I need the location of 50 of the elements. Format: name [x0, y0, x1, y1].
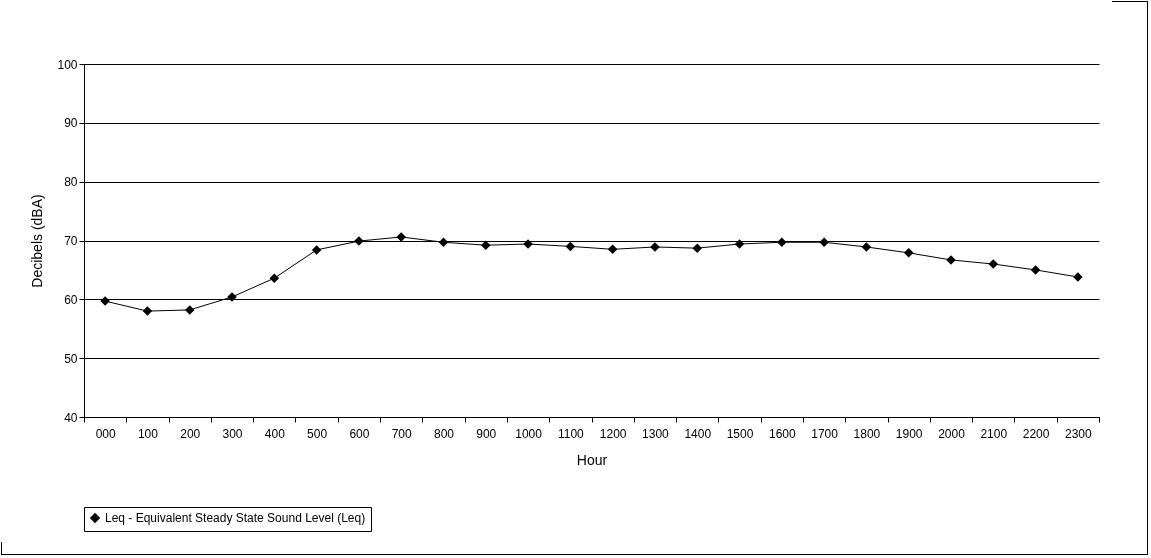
- point: [184, 305, 195, 315]
- x-tick-label: 2300: [1065, 426, 1093, 441]
- point: [438, 237, 449, 248]
- x-tick-label: 1300: [642, 426, 670, 441]
- x-tick-label: 1500: [726, 426, 754, 441]
- x-tick-label: 1000: [515, 426, 543, 441]
- point: [269, 273, 280, 283]
- x-tick-label: 700: [391, 426, 413, 441]
- y-tick-label: 80: [64, 175, 78, 190]
- point: [607, 244, 618, 255]
- x-tick-label: 1400: [684, 426, 712, 441]
- x-tick-label: 100: [137, 426, 159, 441]
- y-tick-label: 100: [57, 57, 78, 72]
- x-tick-label: 1900: [895, 426, 923, 441]
- x-tick-label: 900: [476, 426, 497, 441]
- legend-label: Leq - Equivalent Steady State Sound Level (Leq): [105, 511, 366, 525]
- x-tick-label: 1800: [853, 426, 881, 441]
- y-axis-title: Decibels (dBA): [29, 194, 46, 288]
- point: [819, 237, 829, 248]
- y-tick-label: 90: [64, 116, 78, 131]
- point: [481, 240, 491, 250]
- point: [692, 243, 702, 253]
- point: [142, 306, 153, 316]
- point: [988, 259, 999, 269]
- x-tick-label: 600: [349, 426, 370, 441]
- point: [777, 237, 787, 248]
- x-tick-label: 000: [95, 426, 116, 441]
- y-tick-label: 40: [64, 410, 78, 425]
- x-tick-label: 500: [307, 426, 328, 441]
- y-tick-label: 60: [64, 292, 78, 307]
- x-tick-label: 1200: [599, 426, 627, 441]
- x-tick-label: 800: [433, 426, 455, 441]
- x-axis-title: Hour: [576, 451, 608, 468]
- x-tick-label: 1100: [557, 426, 585, 441]
- x-tick-label: 300: [222, 426, 243, 441]
- y-tick-label: 70: [64, 234, 78, 248]
- point: [565, 241, 576, 252]
- x-tick-label: 200: [180, 426, 201, 441]
- x-tick-label: 1600: [768, 426, 796, 441]
- x-tick-label: 2000: [938, 426, 966, 441]
- point: [1030, 265, 1041, 275]
- x-tick-label: 400: [264, 426, 286, 441]
- point: [903, 248, 914, 258]
- x-tick-label: 2100: [980, 426, 1008, 441]
- point: [861, 242, 872, 252]
- point: [734, 239, 745, 249]
- y-tick-label: 50: [64, 351, 78, 366]
- x-tick-label: 1700: [811, 426, 839, 441]
- x-tick-label: 2200: [1022, 426, 1050, 441]
- point: [311, 245, 322, 255]
